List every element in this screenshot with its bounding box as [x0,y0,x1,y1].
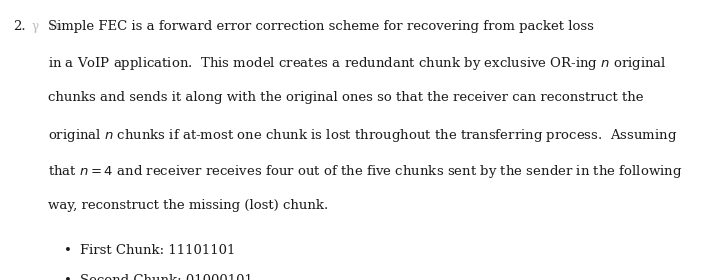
Text: •: • [63,274,72,280]
Text: Simple FEC is a forward error correction scheme for recovering from packet loss: Simple FEC is a forward error correction… [48,20,595,32]
Text: Second Chunk: 01000101: Second Chunk: 01000101 [80,274,253,280]
Text: chunks and sends it along with the original ones so that the receiver can recons: chunks and sends it along with the origi… [48,91,644,104]
Text: in a VoIP application.  This model creates a redundant chunk by exclusive OR-ing: in a VoIP application. This model create… [48,55,667,73]
Text: original $n$ chunks if at-most one chunk is lost throughout the transferring pro: original $n$ chunks if at-most one chunk… [48,127,678,144]
Text: 2.: 2. [13,20,26,32]
Text: γ   ιυ: γ ιυ [32,20,62,32]
Text: way, reconstruct the missing (lost) chunk.: way, reconstruct the missing (lost) chun… [48,199,329,212]
Text: First Chunk: 11101101: First Chunk: 11101101 [80,244,235,257]
Text: that $n = 4$ and receiver receives four out of the five chunks sent by the sende: that $n = 4$ and receiver receives four … [48,163,683,180]
Text: •: • [63,244,72,257]
